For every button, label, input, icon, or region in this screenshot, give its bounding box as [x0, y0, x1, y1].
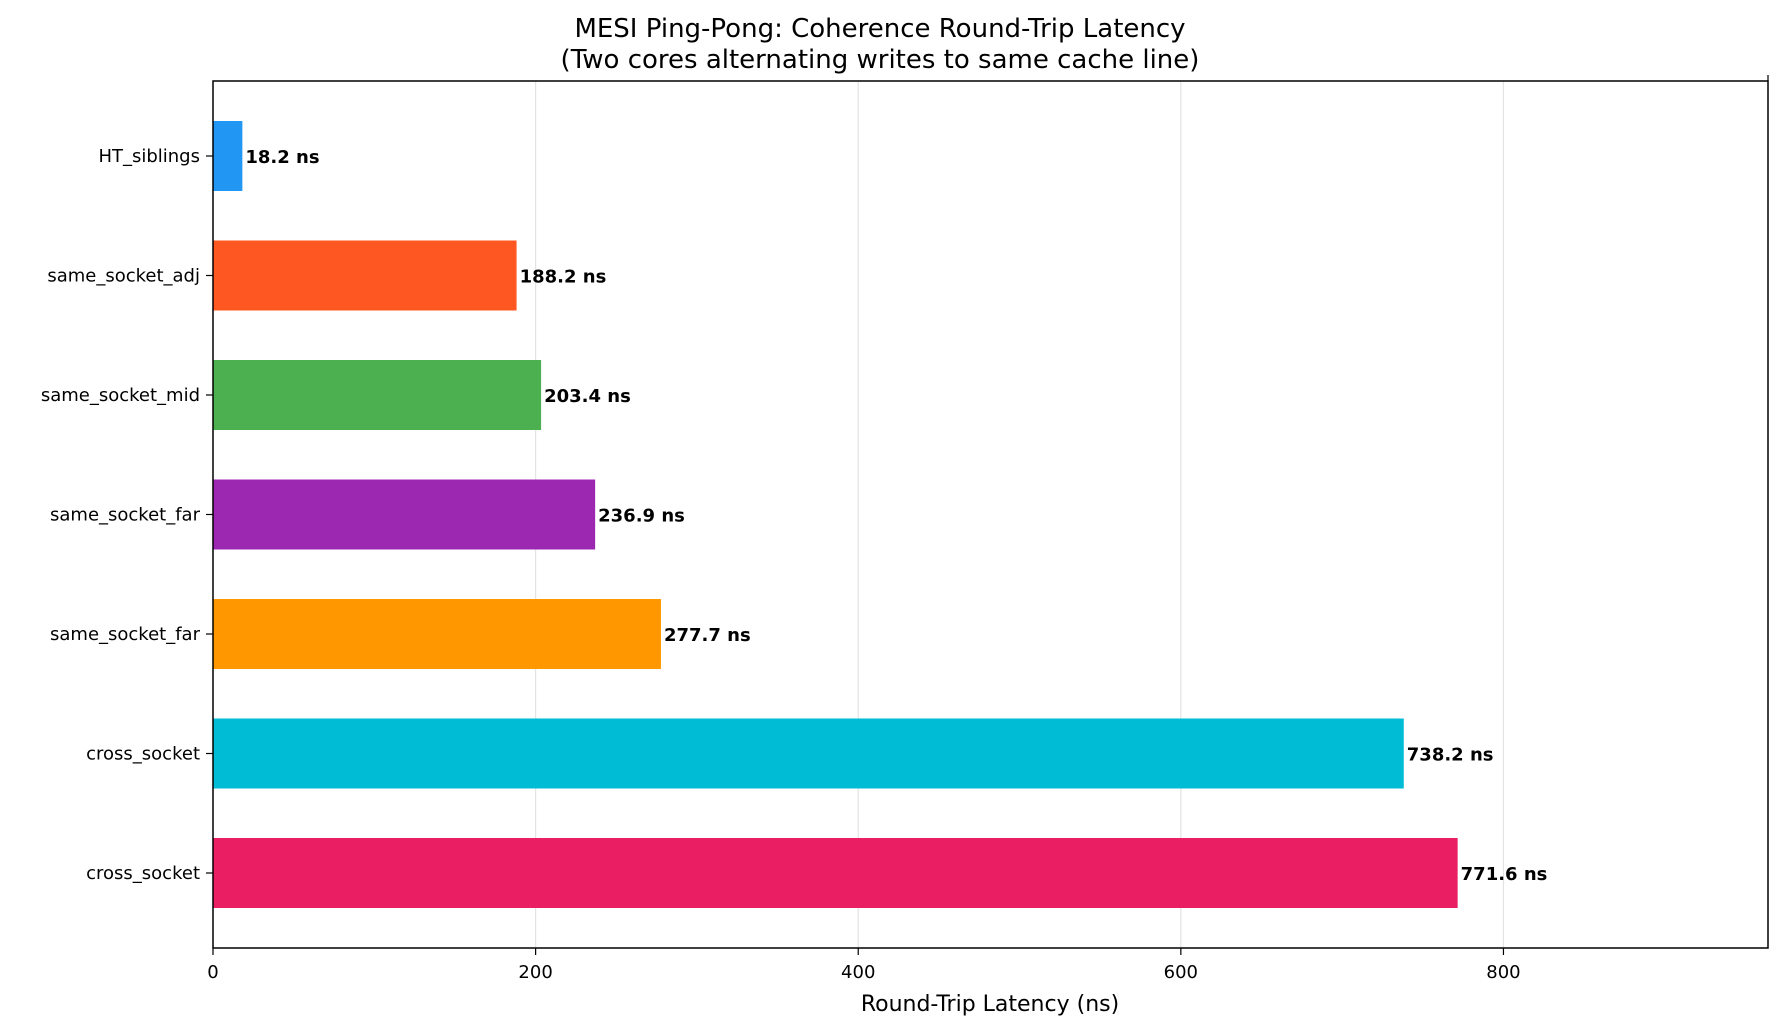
x-tick-label: 0 — [207, 962, 218, 983]
bar — [213, 360, 542, 430]
bar-value-label: 771.6 ns — [1461, 864, 1548, 885]
y-tick-label: same_socket_far — [50, 505, 201, 526]
bars — [213, 121, 1458, 908]
bar-value-label: 738.2 ns — [1407, 745, 1494, 766]
y-tick-label: cross_socket — [86, 744, 200, 765]
x-tick-label: 400 — [841, 962, 875, 983]
y-tick-label: same_socket_far — [50, 624, 201, 645]
bar-value-label: 203.4 ns — [544, 386, 631, 407]
y-tick-label: same_socket_mid — [41, 385, 200, 406]
bar — [213, 240, 517, 311]
bar — [213, 718, 1404, 789]
x-tick-label: 600 — [1164, 962, 1198, 983]
x-axis-ticks: 0 200 400 600 800 — [207, 75, 1769, 983]
y-tick-label: same_socket_adj — [47, 266, 200, 287]
y-tick-label: HT_siblings — [98, 146, 200, 167]
x-axis-label: Round-Trip Latency (ns) — [861, 992, 1119, 1017]
bar-value-label: 18.2 ns — [245, 147, 319, 168]
bar — [213, 599, 661, 669]
plot-frame — [212, 80, 1769, 949]
bar-value-label: 188.2 ns — [520, 267, 607, 288]
x-tick-label: 800 — [1486, 962, 1520, 983]
x-tick-label: 200 — [518, 962, 552, 983]
bar-value-label: 236.9 ns — [598, 506, 685, 527]
chart-title: MESI Ping-Pong: Coherence Round-Trip Lat… — [574, 14, 1185, 44]
bar — [213, 838, 1458, 908]
data-labels: 18.2 ns 188.2 ns 203.4 ns 236.9 ns 277.7 ns 7… — [245, 147, 1547, 885]
y-axis-ticks: HT_siblings same_socket_adj same_socket_mi… — [41, 146, 213, 884]
bar-value-label: 277.7 ns — [664, 625, 751, 646]
bar — [213, 121, 243, 191]
bar — [213, 479, 596, 550]
chart-subtitle: (Two cores alternating writes to same ca… — [561, 45, 1200, 75]
y-tick-label: cross_socket — [86, 863, 200, 884]
